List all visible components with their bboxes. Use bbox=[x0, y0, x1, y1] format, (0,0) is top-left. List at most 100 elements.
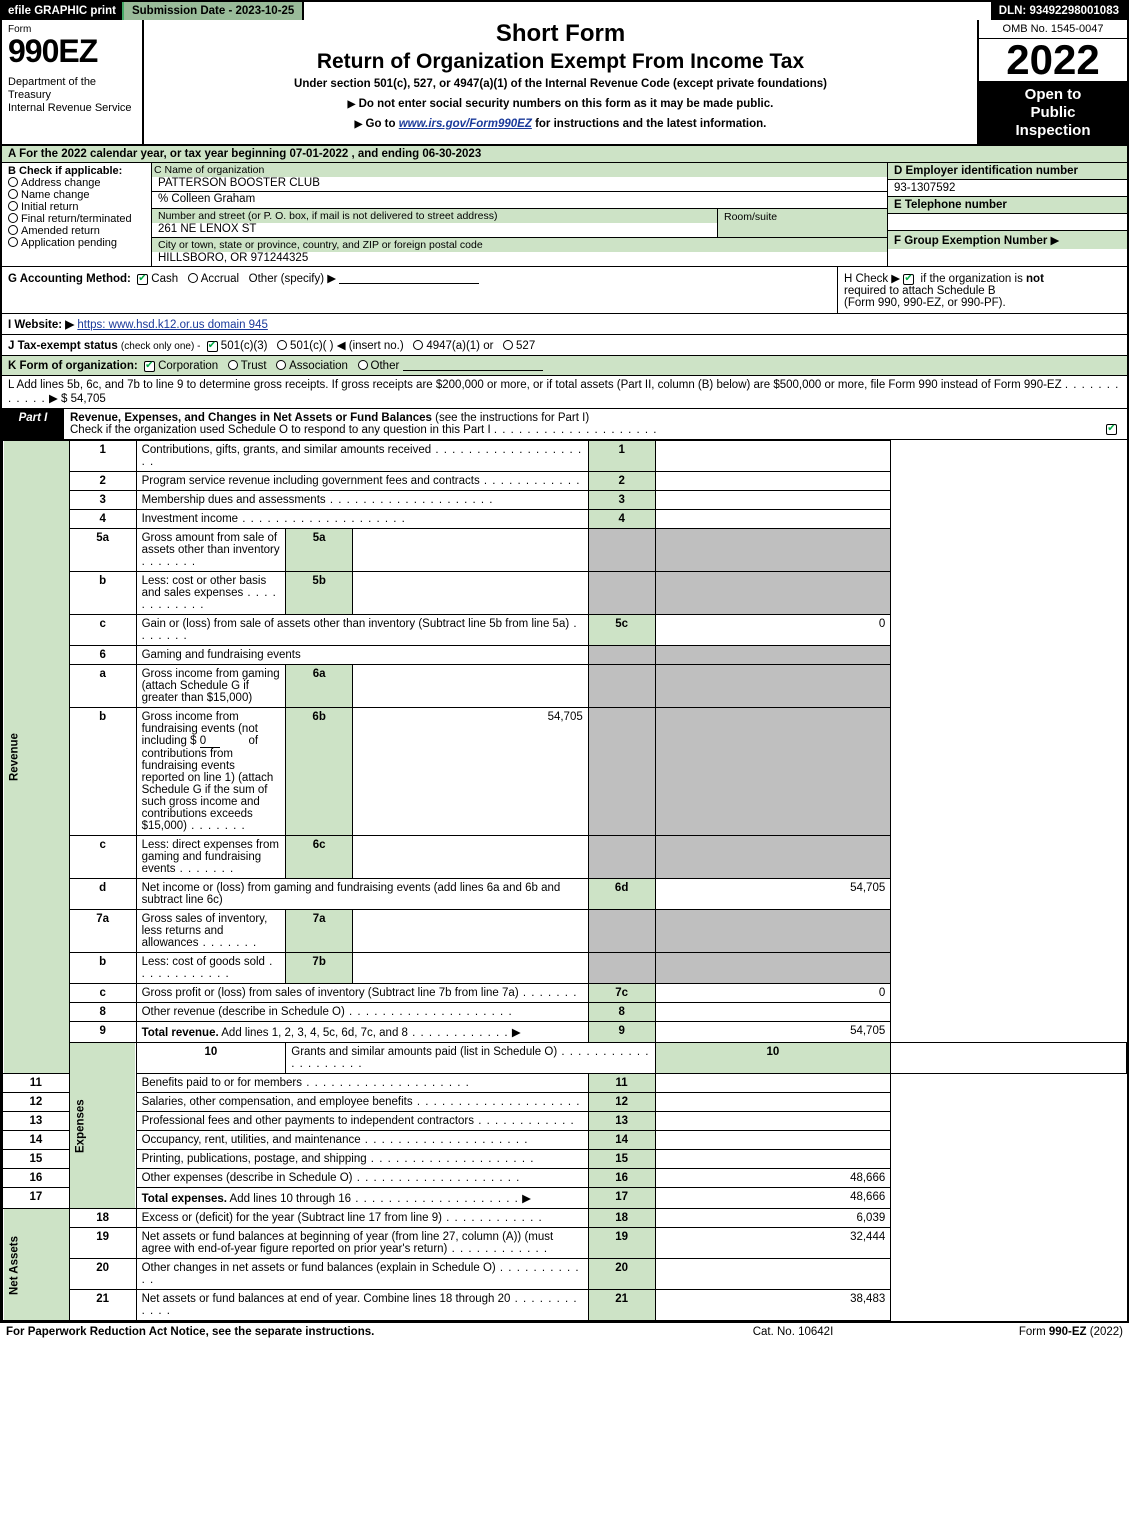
b-final[interactable]: Final return/terminated bbox=[8, 213, 145, 225]
num: 21 bbox=[69, 1290, 136, 1321]
subval bbox=[353, 953, 589, 984]
rval: 48,666 bbox=[655, 1169, 891, 1188]
goto-link[interactable]: www.irs.gov/Form990EZ bbox=[399, 118, 532, 130]
arrow-icon: ▶ bbox=[512, 1025, 521, 1039]
netassets-label: Net Assets bbox=[3, 1209, 70, 1321]
line-6c: c Less: direct expenses from gaming and … bbox=[3, 836, 1127, 879]
radio-icon[interactable] bbox=[503, 340, 513, 350]
a-pre: A For the 2022 calendar year, or tax yea… bbox=[8, 148, 289, 160]
radio-icon[interactable] bbox=[413, 340, 423, 350]
radio-icon[interactable] bbox=[228, 360, 238, 370]
radio-icon[interactable] bbox=[8, 225, 18, 235]
k-other-blank[interactable] bbox=[403, 359, 543, 371]
num: 8 bbox=[69, 1003, 136, 1022]
rnum bbox=[588, 836, 655, 879]
j-501c3: 501(c)(3) bbox=[221, 340, 268, 352]
desc: Other revenue (describe in Schedule O) bbox=[136, 1003, 588, 1022]
street-cell: Number and street (or P. O. box, if mail… bbox=[152, 209, 717, 237]
goto-pre: Go to bbox=[366, 118, 399, 130]
num: c bbox=[69, 615, 136, 646]
header-left: Form 990EZ Department of the Treasury In… bbox=[2, 20, 144, 144]
radio-icon[interactable] bbox=[276, 360, 286, 370]
c-city-row: City or town, state or province, country… bbox=[152, 238, 887, 266]
line-17: 17 Total expenses. Add lines 10 through … bbox=[3, 1188, 1127, 1209]
rnum: 9 bbox=[588, 1022, 655, 1043]
checkbox-icon[interactable] bbox=[207, 341, 218, 352]
rval: 54,705 bbox=[655, 1022, 891, 1043]
num: 5a bbox=[69, 529, 136, 572]
website-link[interactable]: https: www.hsd.k12.or.us domain 945 bbox=[77, 319, 268, 331]
b-init[interactable]: Initial return bbox=[8, 201, 145, 213]
efile-label: efile GRAPHIC print bbox=[2, 2, 124, 20]
footer-left: For Paperwork Reduction Act Notice, see … bbox=[6, 1326, 663, 1338]
a-begin: 07-01-2022 bbox=[289, 148, 348, 160]
rval: 38,483 bbox=[655, 1290, 891, 1321]
f-cell: F Group Exemption Number ▶ bbox=[888, 231, 1127, 249]
rnum: 21 bbox=[588, 1290, 655, 1321]
checkbox-icon[interactable] bbox=[903, 274, 914, 285]
footer-center: Cat. No. 10642I bbox=[663, 1326, 923, 1338]
desc: Less: direct expenses from gaming and fu… bbox=[136, 836, 286, 879]
radio-icon[interactable] bbox=[8, 201, 18, 211]
num: b bbox=[69, 572, 136, 615]
desc: Excess or (deficit) for the year (Subtra… bbox=[136, 1209, 588, 1228]
checkbox-icon[interactable] bbox=[144, 361, 155, 372]
rnum bbox=[588, 572, 655, 615]
radio-icon[interactable] bbox=[188, 273, 198, 283]
b-amend[interactable]: Amended return bbox=[8, 225, 145, 237]
e-value bbox=[888, 214, 1127, 231]
j-501c: 501(c)( ) bbox=[290, 340, 333, 352]
line-6a: a Gross income from gaming (attach Sched… bbox=[3, 665, 1127, 708]
rnum: 17 bbox=[588, 1188, 655, 1209]
num: 6 bbox=[69, 646, 136, 665]
b-name[interactable]: Name change bbox=[8, 189, 145, 201]
radio-icon[interactable] bbox=[8, 213, 18, 223]
b-addr[interactable]: Address change bbox=[8, 177, 145, 189]
subval: 54,705 bbox=[353, 708, 589, 836]
radio-icon[interactable] bbox=[8, 189, 18, 199]
radio-icon[interactable] bbox=[8, 177, 18, 187]
open-line2: Public bbox=[983, 104, 1123, 122]
short-form-title: Short Form bbox=[150, 20, 971, 48]
checkbox-icon[interactable] bbox=[137, 274, 148, 285]
part-i-header: Part I Revenue, Expenses, and Changes in… bbox=[2, 409, 1127, 440]
num: 10 bbox=[136, 1043, 286, 1074]
line-2: 2 Program service revenue including gove… bbox=[3, 472, 1127, 491]
line-7a: 7a Gross sales of inventory, less return… bbox=[3, 910, 1127, 953]
h-line2: required to attach Schedule B bbox=[844, 285, 996, 297]
b-app[interactable]: Application pending bbox=[8, 237, 145, 249]
desc: Occupancy, rent, utilities, and maintena… bbox=[136, 1131, 588, 1150]
radio-icon[interactable] bbox=[358, 360, 368, 370]
g-cash: Cash bbox=[151, 273, 178, 285]
line-5b: b Less: cost or other basis and sales ex… bbox=[3, 572, 1127, 615]
g-other-blank[interactable] bbox=[339, 272, 479, 284]
rval: 54,705 bbox=[655, 879, 891, 910]
c-street-row: Number and street (or P. O. box, if mail… bbox=[152, 209, 887, 238]
subnum: 7a bbox=[286, 910, 353, 953]
rval bbox=[655, 953, 891, 984]
arrow-icon: ▶ bbox=[1051, 233, 1060, 247]
line-21: 21 Net assets or fund balances at end of… bbox=[3, 1290, 1127, 1321]
rnum: 15 bbox=[588, 1150, 655, 1169]
line-6: 6 Gaming and fundraising events bbox=[3, 646, 1127, 665]
rnum: 8 bbox=[588, 1003, 655, 1022]
desc: Printing, publications, postage, and shi… bbox=[136, 1150, 588, 1169]
checkbox-icon[interactable] bbox=[1106, 424, 1117, 435]
radio-icon[interactable] bbox=[8, 237, 18, 247]
desc: Less: cost or other basis and sales expe… bbox=[136, 572, 286, 615]
radio-icon[interactable] bbox=[277, 340, 287, 350]
rval: 0 bbox=[655, 615, 891, 646]
h-post: if the organization is bbox=[921, 273, 1026, 285]
form-header: Form 990EZ Department of the Treasury In… bbox=[2, 20, 1127, 146]
b-header: B Check if applicable: bbox=[8, 165, 145, 177]
num: b bbox=[69, 708, 136, 836]
desc: Gaming and fundraising events bbox=[136, 646, 588, 665]
num: 13 bbox=[3, 1112, 70, 1131]
line-16: 16 Other expenses (describe in Schedule … bbox=[3, 1169, 1127, 1188]
line-9: 9 Total revenue. Add lines 1, 2, 3, 4, 5… bbox=[3, 1022, 1127, 1043]
rval bbox=[655, 910, 891, 953]
num: 9 bbox=[69, 1022, 136, 1043]
line-13: 13 Professional fees and other payments … bbox=[3, 1112, 1127, 1131]
footer-right: Form 990-EZ (2022) bbox=[923, 1326, 1123, 1338]
page-footer: For Paperwork Reduction Act Notice, see … bbox=[0, 1323, 1129, 1341]
